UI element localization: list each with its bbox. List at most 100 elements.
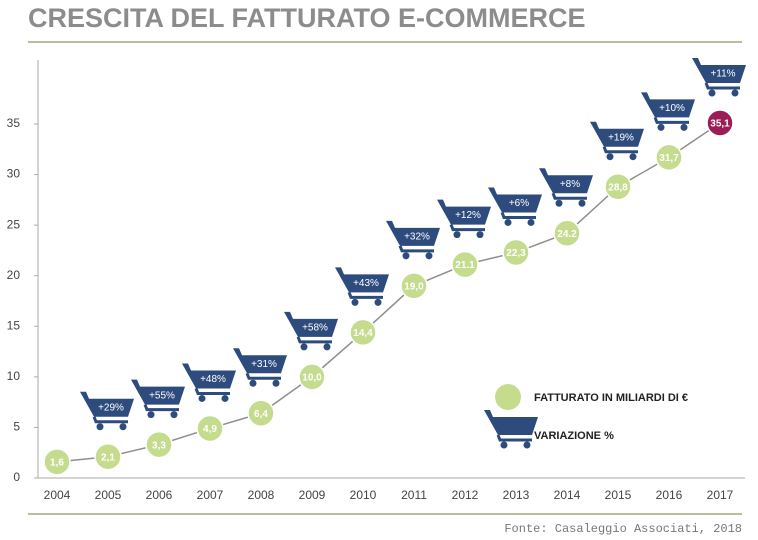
x-tick-label: 2015 [605,488,632,502]
cart-wheel [300,343,308,351]
x-tick-label: 2017 [707,488,734,502]
legend-label: FATTURATO IN MILIARDI DI € [534,392,688,404]
legend-cart [484,410,538,449]
legend-swatch [495,384,521,410]
cart-base [143,404,179,412]
cart-body [284,311,338,337]
cart-wheel [147,411,155,419]
cart-base [398,245,434,253]
data-label: 10,0 [302,372,322,383]
x-tick-label: 2014 [554,488,581,502]
cart-base [92,416,128,424]
cart-wheel [249,379,257,387]
cart-wheel [374,298,382,306]
data-label: 19,0 [404,281,424,292]
data-point [196,414,224,443]
cart-wheel [221,394,229,402]
y-tick-label: 35 [7,116,21,130]
y-tick-label: 20 [7,268,21,282]
cart-body [233,348,287,374]
variation-cart: +19% [590,121,644,161]
cart-wheel [657,123,665,131]
cart-body [182,363,236,389]
cart-wheel [170,411,178,419]
data-point [43,448,71,476]
cart-wheel [606,153,614,161]
cart-body [488,187,542,213]
variation-cart: +6% [488,187,542,226]
variation-cart: +29% [80,391,134,431]
cart-wheel [504,218,512,226]
cart-body [437,199,491,225]
variation-cart: +48% [182,363,236,402]
data-point [451,250,479,279]
y-tick-label: 25 [7,217,21,231]
cart-wheel [351,298,359,306]
variation-cart: +8% [539,168,593,207]
cart-wheel [425,252,433,260]
x-tick-label: 2007 [197,488,224,502]
cart-wheel [453,231,461,239]
data-point [400,272,428,300]
cart-base [347,291,383,299]
y-tick-label: 10 [7,369,21,383]
variation-cart: +10% [641,92,695,131]
data-point [349,318,377,347]
x-tick-label: 2016 [656,488,683,502]
cart-wheel [578,199,586,207]
variation-label: +11% [710,69,735,80]
x-tick-label: 2010 [350,488,377,502]
cart-wheel [527,218,535,226]
cart-base [500,211,536,219]
cart-base [704,82,740,90]
variation-label: +12% [455,210,481,221]
variation-label: +31% [251,359,277,370]
y-tick-label: 5 [13,420,20,434]
cart-wheel [198,394,206,402]
variation-label: +8% [560,179,580,190]
cart-wheel [476,231,484,239]
cart-base [602,146,638,154]
cart-wheel [402,252,410,260]
cart-wheel [731,89,739,97]
x-tick-label: 2008 [248,488,275,502]
cart-base [245,372,281,380]
y-tick-label: 15 [7,318,21,332]
variation-cart: +31% [233,348,287,387]
variation-cart: +11% [692,57,746,97]
y-tick-label: 0 [13,470,20,484]
data-label: 6,4 [254,409,268,420]
variation-label: +58% [302,322,328,333]
data-point [247,399,275,428]
cart-body [692,57,746,83]
source: Fonte: Casaleggio Associati, 2018 [504,522,742,536]
data-label: 28,8 [608,182,628,193]
data-point [298,363,326,391]
data-point [502,238,530,267]
cart-base [296,336,332,344]
variation-label: +10% [659,103,685,114]
legend-label: VARIAZIONE % [534,430,614,442]
cart-wheel [272,379,280,387]
data-point [553,219,581,247]
variation-cart: +12% [437,199,491,239]
cart-wheel [500,441,508,449]
x-tick-label: 2006 [146,488,173,502]
data-point [655,143,683,172]
x-tick-label: 2013 [503,488,530,502]
cart-wheel [629,153,637,161]
cart-wheel [323,343,331,351]
cart-wheel [523,441,531,449]
variation-cart: +32% [386,220,440,260]
data-label: 3,3 [152,440,166,451]
variation-label: +32% [404,231,430,242]
cart-body [335,267,389,293]
variation-label: +48% [200,374,226,385]
data-point [145,430,173,459]
data-label: 35,1 [710,119,730,130]
data-label: 21.1 [455,260,475,271]
x-tick-label: 2009 [299,488,326,502]
data-label: 4,9 [203,424,217,435]
cart-body [641,92,695,118]
